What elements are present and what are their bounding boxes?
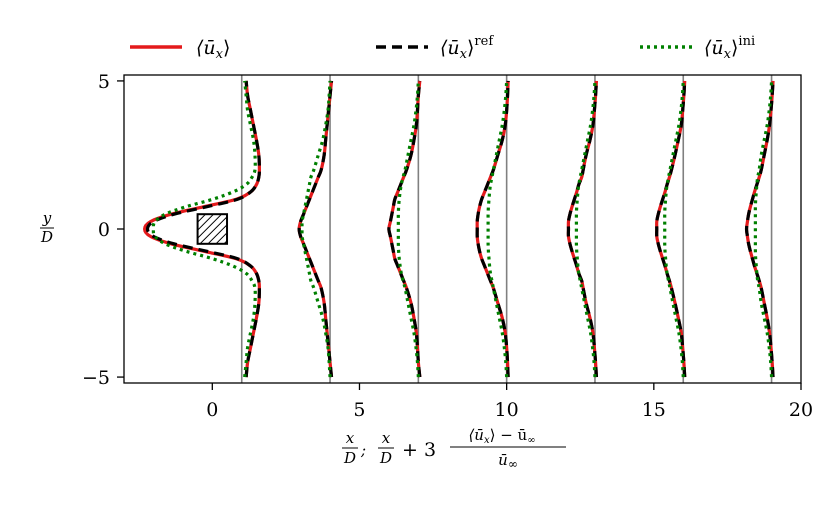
x-label-frac3-num: ⟨ūx⟩ − ū∞ bbox=[468, 426, 535, 446]
obstacle bbox=[196, 213, 286, 245]
obstacle-hatch-line bbox=[197, 214, 198, 215]
legend-ref-sup: ref bbox=[474, 34, 494, 49]
legend-mean-close: ⟩ bbox=[223, 37, 230, 59]
legend-ref-base: ⟨ū bbox=[440, 37, 460, 59]
x-label-frac3-den: ū∞ bbox=[498, 451, 518, 471]
x-axis-label: x D ; x D + 3 ⟨ūx⟩ − ū∞ ū∞ bbox=[342, 426, 566, 471]
x-tick-label: 5 bbox=[353, 399, 365, 421]
x-tick-label: 0 bbox=[206, 399, 218, 421]
series-ini-profile-0 bbox=[151, 80, 257, 378]
y-axis-label-num: y bbox=[42, 209, 52, 227]
obstacle-hatch-line bbox=[240, 214, 270, 244]
y-axis-label-den: D bbox=[40, 228, 53, 246]
legend: ⟨ūx⟩ ⟨ūx⟩ref ⟨ūx⟩ini bbox=[130, 34, 755, 62]
axis-ticks: 0 5 10 15 20 −5 0 5 bbox=[82, 71, 813, 421]
plot-area bbox=[143, 75, 775, 383]
x-label-sep: ; bbox=[360, 441, 366, 459]
legend-ini-sub: x bbox=[724, 47, 732, 62]
x-label-frac2-den: D bbox=[379, 449, 392, 467]
legend-label-ref: ⟨ūx⟩ref bbox=[440, 34, 494, 62]
y-tick-label: −5 bbox=[82, 367, 110, 389]
series-ini-profile-1 bbox=[300, 80, 332, 378]
series-ref-profile-4 bbox=[566, 80, 599, 378]
obstacle-hatch-line bbox=[207, 224, 228, 244]
y-axis-label: y D bbox=[40, 209, 54, 246]
obstacle-hatch bbox=[197, 214, 286, 244]
legend-ref-close: ⟩ bbox=[467, 37, 474, 59]
legend-label-mean: ⟨ūx⟩ bbox=[196, 37, 230, 62]
legend-mean-base: ⟨ū bbox=[196, 37, 216, 59]
series-ref-profile-0 bbox=[145, 80, 261, 378]
x-label-plus-three: + 3 bbox=[402, 439, 436, 461]
series-ini-profile-4 bbox=[574, 80, 597, 378]
x-label-frac1-den: D bbox=[343, 449, 356, 467]
legend-ini-sup: ini bbox=[738, 34, 755, 49]
obstacle-hatch-line bbox=[197, 214, 222, 239]
x-label-frac2-num: x bbox=[382, 429, 391, 447]
x-tick-label: 15 bbox=[642, 399, 666, 421]
x-tick-label: 20 bbox=[789, 399, 813, 421]
series-ref-profile-5 bbox=[655, 80, 687, 378]
obstacle-hatch-line bbox=[223, 240, 228, 244]
y-tick-label: 5 bbox=[98, 71, 110, 93]
series-ref-profile-3 bbox=[475, 80, 510, 378]
obstacle-hatch-line bbox=[248, 214, 278, 244]
series-ini-profile-3 bbox=[486, 80, 509, 378]
legend-mean-sub: x bbox=[216, 47, 224, 62]
obstacle-hatch-line bbox=[232, 214, 262, 244]
x-tick-label: 10 bbox=[495, 399, 519, 421]
series-ini-profile-2 bbox=[396, 80, 420, 378]
legend-label-ini: ⟨ūx⟩ini bbox=[704, 34, 755, 62]
series-ref-profile-2 bbox=[387, 80, 422, 378]
x-label-frac1-num: x bbox=[346, 429, 355, 447]
series-ref-profile-6 bbox=[744, 80, 775, 378]
legend-ini-close: ⟩ bbox=[731, 37, 738, 59]
obstacle-hatch-line bbox=[197, 214, 214, 231]
obstacle-outline bbox=[196, 213, 229, 245]
obstacle-hatch-line bbox=[197, 214, 206, 223]
legend-ini-base: ⟨ū bbox=[704, 37, 724, 59]
obstacle-hatch-line bbox=[199, 216, 228, 244]
obstacle-hatch-line bbox=[256, 214, 286, 244]
series-ref-profile-1 bbox=[297, 80, 334, 378]
y-tick-label: 0 bbox=[98, 219, 110, 241]
obstacle-hatch-line bbox=[215, 232, 228, 244]
legend-ref-sub: x bbox=[460, 47, 468, 62]
series-ini-profile-6 bbox=[753, 80, 774, 378]
series-ini-profile-5 bbox=[663, 80, 685, 378]
